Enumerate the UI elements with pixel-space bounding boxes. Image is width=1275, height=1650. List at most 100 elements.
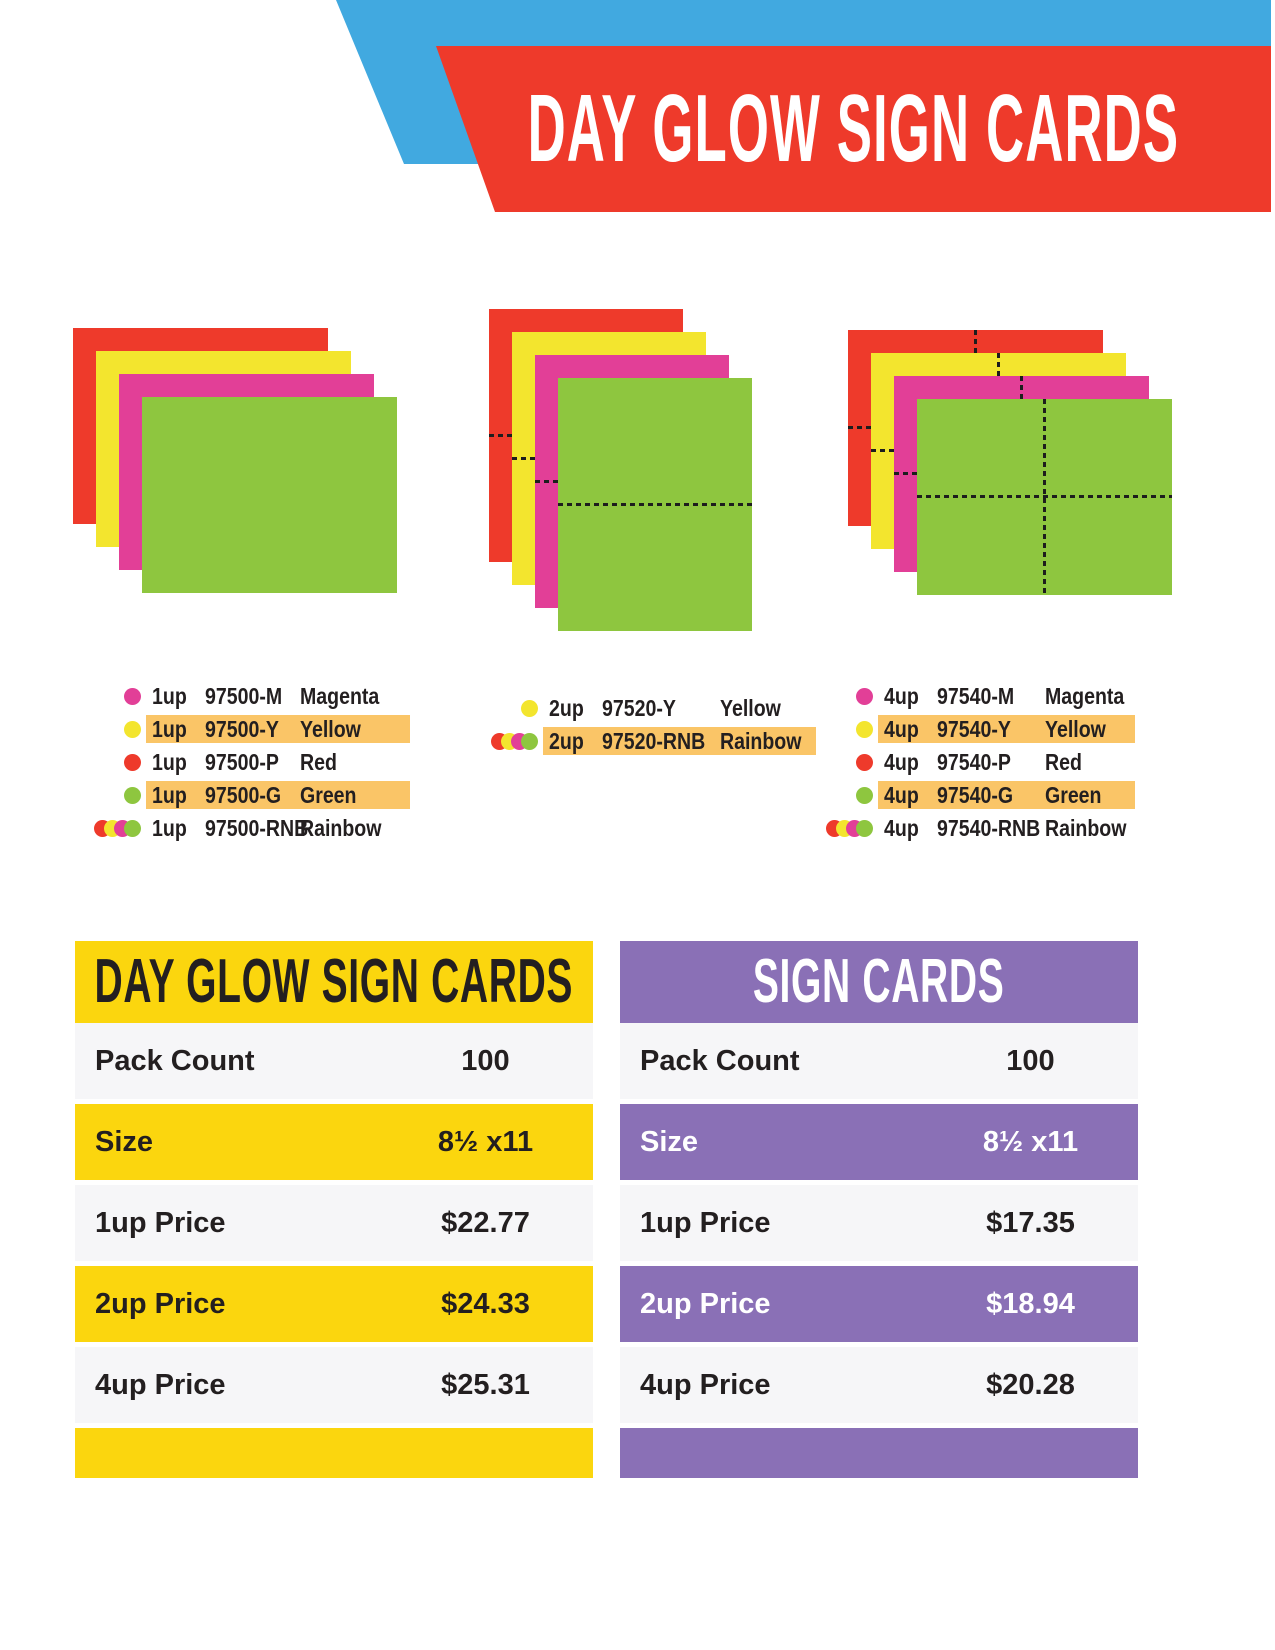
product-row-text: 1up 97500-P Red (146, 748, 410, 776)
product-up-label: 4up (884, 781, 919, 808)
product-up-label: 1up (152, 814, 187, 841)
page-title: DAY GLOW SIGN CARDS (527, 75, 1180, 182)
row-value: $24.33 (441, 1287, 530, 1320)
product-row-97540-g: 4up 97540-G Green (856, 781, 1135, 809)
product-color-name: Yellow (300, 715, 361, 742)
product-row-text: 4up 97540-G Green (878, 781, 1135, 809)
product-color-name: Rainbow (300, 814, 382, 841)
product-up-label: 1up (152, 748, 187, 775)
table-row-pack-count: Pack Count 100 (75, 1023, 593, 1104)
product-sku: 97500-M (205, 682, 283, 709)
product-color-name: Magenta (1045, 682, 1125, 709)
product-color-name: Rainbow (1045, 814, 1127, 841)
row-label: 1up Price (95, 1206, 226, 1239)
product-list-2up: 2up 97520-Y Yellow 2up 97520-RNB Rainbow (491, 694, 816, 760)
table-row-size: Size 8½ x11 (75, 1104, 593, 1185)
product-row-97500-y: 1up 97500-Y Yellow (124, 715, 410, 743)
product-row-97500-rnb: 1up 97500-RNB Rainbow (94, 814, 410, 842)
product-row-97520-rnb: 2up 97520-RNB Rainbow (491, 727, 816, 755)
product-row-text: 4up 97540-P Red (878, 748, 1135, 776)
table-title: DAY GLOW SIGN CARDS (75, 941, 593, 1023)
green-sign-card (917, 399, 1172, 595)
table-row-size: Size 8½ x11 (620, 1104, 1138, 1185)
product-up-label: 1up (152, 781, 187, 808)
product-row-97500-m: 1up 97500-M Magenta (124, 682, 410, 710)
row-value: $25.31 (441, 1368, 530, 1401)
yellow-swatch-icon (521, 699, 538, 717)
product-row-97540-y: 4up 97540-Y Yellow (856, 715, 1135, 743)
product-row-97540-m: 4up 97540-M Magenta (856, 682, 1135, 710)
product-color-name: Green (300, 781, 357, 808)
price-table-day-glow: DAY GLOW SIGN CARDS Pack Count 100 Size 8½ … (75, 941, 593, 1478)
row-label: 4up Price (95, 1368, 226, 1401)
product-row-text: 1up 97500-RNB Rainbow (146, 814, 410, 842)
product-color-name: Yellow (1045, 715, 1106, 742)
perforation-line-vertical (1042, 399, 1046, 595)
product-sku: 97500-RNB (205, 814, 309, 841)
product-color-name: Green (1045, 781, 1102, 808)
product-row-text: 4up 97540-RNB Rainbow (878, 814, 1141, 842)
product-row-text: 1up 97500-M Magenta (146, 682, 410, 710)
product-list-4up: 4up 97540-M Magenta 4up 97540-Y Yellow 4up 9754… (826, 682, 1135, 847)
table-footer-band (620, 1428, 1138, 1478)
table-row-1up-price: 1up Price $17.35 (620, 1185, 1138, 1266)
product-row-text: 2up 97520-RNB Rainbow (543, 727, 816, 755)
product-row-97540-p: 4up 97540-P Red (856, 748, 1135, 776)
product-up-label: 4up (884, 814, 919, 841)
table-row-4up-price: 4up Price $25.31 (75, 1347, 593, 1428)
product-sku: 97500-G (205, 781, 282, 808)
product-up-label: 1up (152, 715, 187, 742)
product-color-name: Rainbow (720, 727, 802, 754)
product-row-text: 4up 97540-Y Yellow (878, 715, 1135, 743)
rainbow-swatch-icon (94, 819, 141, 837)
magenta-swatch-icon (124, 687, 141, 705)
product-up-label: 4up (884, 715, 919, 742)
row-label: 1up Price (640, 1206, 771, 1239)
product-sku: 97500-P (205, 748, 279, 775)
product-row-97540-rnb: 4up 97540-RNB Rainbow (826, 814, 1135, 842)
table-body: Pack Count 100 Size 8½ x11 1up Price $22.77 2u… (75, 1023, 593, 1428)
product-up-label: 4up (884, 682, 919, 709)
table-row-pack-count: Pack Count 100 (620, 1023, 1138, 1104)
product-up-label: 4up (884, 748, 919, 775)
product-sku: 97540-RNB (937, 814, 1041, 841)
table-row-2up-price: 2up Price $18.94 (620, 1266, 1138, 1347)
product-row-text: 1up 97500-G Green (146, 781, 410, 809)
product-color-name: Yellow (720, 694, 781, 721)
green-swatch-icon (856, 786, 873, 804)
row-label: 2up Price (95, 1287, 226, 1320)
product-color-name: Red (1045, 748, 1082, 775)
table-row-4up-price: 4up Price $20.28 (620, 1347, 1138, 1428)
rainbow-swatch-icon (491, 732, 538, 750)
red-swatch-icon (124, 753, 141, 771)
product-sku: 97540-P (937, 748, 1011, 775)
table-body: Pack Count 100 Size 8½ x11 1up Price $17.35 2u… (620, 1023, 1138, 1428)
product-sku: 97520-RNB (602, 727, 706, 754)
product-row-97500-g: 1up 97500-G Green (124, 781, 410, 809)
row-value: $22.77 (441, 1206, 530, 1239)
red-title-ribbon: DAY GLOW SIGN CARDS (436, 46, 1271, 212)
red-swatch-icon (856, 753, 873, 771)
green-swatch-icon (124, 786, 141, 804)
product-row-text: 4up 97540-M Magenta (878, 682, 1138, 710)
product-sku: 97500-Y (205, 715, 279, 742)
row-value: 8½ x11 (982, 1125, 1079, 1158)
table-footer-band (75, 1428, 593, 1478)
product-sku: 97540-Y (937, 715, 1011, 742)
row-value: $18.94 (986, 1287, 1075, 1320)
perforation-line-horizontal (558, 502, 752, 506)
yellow-swatch-icon (124, 720, 141, 738)
magenta-swatch-icon (856, 687, 873, 705)
row-label: Pack Count (95, 1044, 255, 1077)
product-up-label: 1up (152, 682, 187, 709)
product-sku: 97540-G (937, 781, 1014, 808)
product-sku: 97540-M (937, 682, 1015, 709)
page-title-wrap: DAY GLOW SIGN CARDS (436, 46, 1271, 212)
green-sign-card (558, 378, 752, 631)
product-row-text: 2up 97520-Y Yellow (543, 694, 792, 722)
row-value: 100 (1006, 1044, 1055, 1077)
row-value: 100 (461, 1044, 510, 1077)
product-up-label: 2up (549, 727, 584, 754)
row-label: 2up Price (640, 1287, 771, 1320)
